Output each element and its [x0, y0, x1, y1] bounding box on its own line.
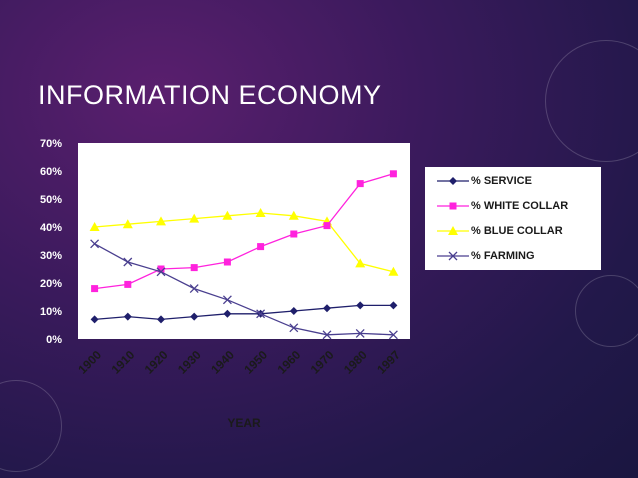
data-point [190, 264, 198, 272]
data-point [388, 330, 398, 340]
series-white-collar [91, 170, 397, 293]
data-point [156, 267, 166, 277]
legend-marker [449, 202, 457, 210]
data-point [255, 208, 266, 217]
data-point [89, 222, 100, 231]
legend-swatch [437, 177, 469, 185]
data-point [190, 312, 199, 321]
x-tick-label: 1960 [275, 348, 304, 377]
data-point [356, 180, 364, 188]
data-point [223, 258, 231, 266]
legend-label: % WHITE COLLAR [471, 200, 569, 212]
data-point [90, 315, 99, 324]
data-point [91, 285, 99, 293]
legend-item: % FARMING [425, 246, 601, 266]
data-point [123, 257, 133, 267]
data-point [122, 219, 133, 229]
series-group [89, 170, 399, 340]
legend-marker [449, 177, 457, 185]
series-farming [90, 239, 398, 340]
legend-swatch [437, 226, 469, 235]
x-axis-label: YEAR [227, 416, 261, 430]
x-axis-ticks: 1900 1910 1920 1930 1940 1950 1960 1970 1980 1997 [75, 348, 403, 377]
x-tick-label: 1920 [142, 348, 171, 377]
data-point [222, 295, 232, 305]
y-tick-label: 10% [40, 306, 62, 318]
data-point [389, 170, 397, 178]
legend-item: % BLUE COLLAR [425, 221, 601, 241]
data-point [322, 330, 332, 340]
legend-label: % SERVICE [471, 175, 532, 187]
data-point [388, 266, 399, 276]
x-tick-label: 1950 [241, 348, 270, 377]
data-point [157, 315, 165, 324]
legend-marker [448, 251, 458, 261]
x-tick-label: 1970 [308, 348, 337, 377]
data-point [256, 309, 266, 319]
data-point [323, 304, 331, 313]
data-point [288, 210, 299, 220]
data-point [156, 216, 166, 226]
data-point [389, 301, 398, 310]
y-tick-label: 60% [40, 166, 62, 178]
data-point [189, 284, 199, 294]
data-point [355, 258, 366, 268]
data-point [90, 239, 100, 249]
data-point [123, 312, 132, 321]
legend-label: % FARMING [471, 250, 535, 262]
x-tick-label: 1997 [374, 348, 403, 377]
data-point [222, 210, 233, 220]
x-tick-label: 1910 [109, 348, 138, 377]
y-axis-ticks: 0% 10% 20% 30% 40% 50% 60% 70% [40, 138, 62, 346]
data-point [289, 307, 298, 315]
slide-title: INFORMATION ECONOMY [38, 80, 382, 110]
data-point [289, 323, 299, 333]
legend-item: % SERVICE [425, 171, 601, 191]
legend-label: % BLUE COLLAR [471, 225, 563, 237]
data-point [189, 213, 200, 223]
series-service [90, 301, 398, 324]
legend-swatch [437, 202, 469, 210]
data-point [124, 280, 132, 288]
legend-item: % WHITE COLLAR [425, 196, 601, 216]
series-line-white-collar [94, 173, 394, 290]
plot-area [78, 143, 410, 339]
data-point [257, 243, 265, 251]
y-tick-label: 30% [40, 250, 62, 262]
x-tick-label: 1900 [75, 348, 104, 377]
series-line-service [94, 304, 394, 321]
data-point [356, 301, 365, 310]
y-tick-label: 0% [46, 334, 62, 346]
data-point [355, 328, 365, 338]
x-tick-label: 1930 [175, 348, 204, 377]
y-tick-label: 70% [40, 138, 62, 150]
y-tick-label: 20% [40, 278, 62, 290]
legend-swatch [437, 251, 469, 261]
series-line-blue-collar [94, 212, 394, 273]
data-point [157, 265, 165, 273]
x-tick-label: 1940 [208, 348, 237, 377]
x-tick-label: 1980 [341, 348, 370, 377]
data-point [323, 222, 331, 230]
y-tick-label: 40% [40, 222, 62, 234]
series-line-farming [94, 243, 394, 336]
decorative-ring-small [575, 275, 638, 347]
legend-marker [448, 226, 458, 235]
data-point [223, 309, 232, 318]
data-point [290, 230, 298, 238]
chart-legend: % SERVICE % WHITE COLLAR % BLUE COLLAR % FA… [425, 167, 601, 270]
y-tick-label: 50% [40, 194, 62, 206]
